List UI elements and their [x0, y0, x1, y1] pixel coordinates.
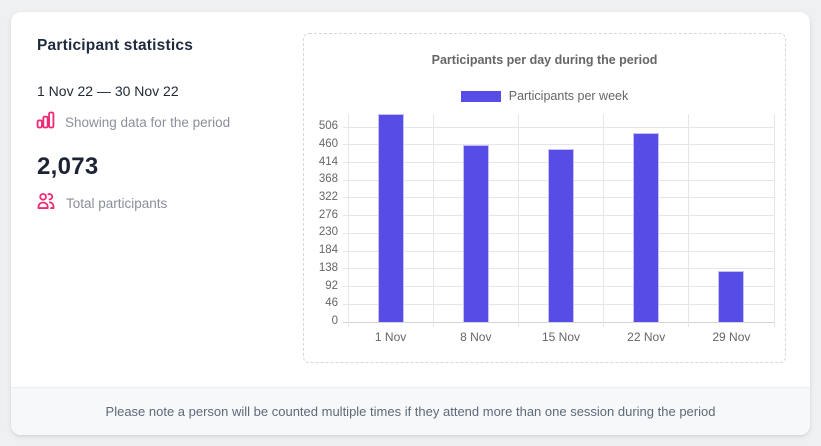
gridline-x [773, 114, 775, 327]
gridline-x [517, 114, 519, 327]
bar-29-nov[interactable] [718, 270, 745, 322]
bar-chart-icon [35, 110, 56, 135]
gridline-x [432, 114, 434, 327]
y-tick-label: 368 [318, 173, 338, 186]
x-tick-label: 15 Nov [541, 330, 581, 344]
chart-title: Participants per day during the period [431, 53, 658, 67]
bar-1-nov[interactable] [377, 114, 404, 322]
total-info-row: Total participants [35, 191, 167, 216]
bar-8-nov[interactable] [462, 144, 489, 322]
y-tick-label: 506 [318, 120, 338, 133]
gridline-y [343, 321, 774, 323]
y-tick-label: 138 [318, 261, 338, 274]
x-tick-label: 22 Nov [627, 330, 666, 344]
y-tick-label: 276 [318, 208, 338, 221]
gridline-y [343, 144, 774, 146]
period-info-row: Showing data for the period [35, 110, 230, 135]
y-tick-label: 46 [325, 297, 338, 310]
chart-panel: Participants per day during the period P… [303, 33, 786, 363]
y-tick-label: 0 [331, 315, 338, 327]
total-participants-value: 2,073 [37, 153, 99, 180]
x-tick-label: 29 Nov [712, 330, 751, 344]
gridline-y [343, 126, 774, 128]
gridline-x [688, 114, 690, 327]
y-tick-label: 92 [325, 279, 338, 292]
legend-swatch[interactable] [460, 90, 501, 102]
bar-15-nov[interactable] [548, 148, 574, 322]
people-icon [35, 191, 57, 216]
total-label: Total participants [66, 196, 168, 211]
y-tick-label: 460 [318, 137, 338, 150]
plot-area: 0 46 92 138 184 230 276 322 368 414 460 506 1 Nov 8 N… [319, 114, 775, 344]
date-range: 1 Nov 22 — 30 Nov 22 [37, 83, 179, 99]
bar-22-nov[interactable] [633, 133, 660, 322]
y-tick-label: 322 [318, 190, 338, 203]
chart-legend[interactable]: Participants per week [304, 89, 785, 103]
x-tick-label: 1 Nov [374, 330, 407, 344]
participant-statistics-card: Participant statistics 1 Nov 22 — 30 Nov… [11, 12, 810, 435]
footer-note: Please note a person will be counted mul… [105, 404, 716, 419]
legend-label[interactable]: Participants per week [508, 89, 629, 103]
gridline-x [347, 114, 349, 327]
page-title: Participant statistics [37, 37, 194, 54]
gridline-x [603, 114, 605, 327]
y-tick-label: 230 [318, 226, 338, 239]
footer-note-bar: Please note a person will be counted mul… [11, 387, 810, 435]
x-tick-label: 8 Nov [460, 330, 492, 344]
period-label: Showing data for the period [65, 115, 231, 130]
y-tick-label: 414 [318, 155, 338, 168]
y-tick-label: 184 [318, 244, 338, 257]
